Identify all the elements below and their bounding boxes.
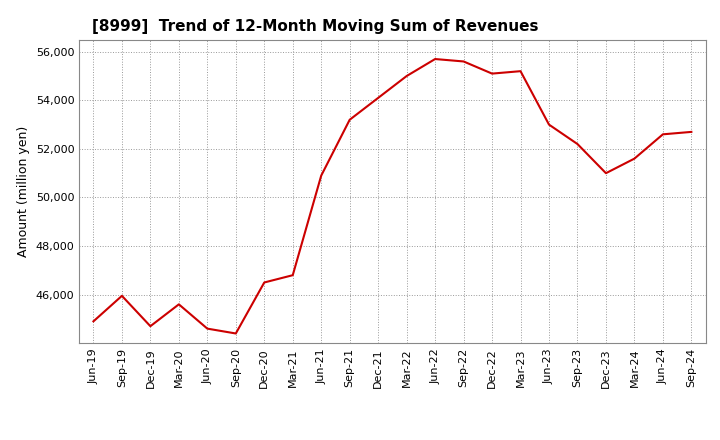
Y-axis label: Amount (million yen): Amount (million yen) [17,126,30,257]
Text: [8999]  Trend of 12-Month Moving Sum of Revenues: [8999] Trend of 12-Month Moving Sum of R… [91,19,539,34]
